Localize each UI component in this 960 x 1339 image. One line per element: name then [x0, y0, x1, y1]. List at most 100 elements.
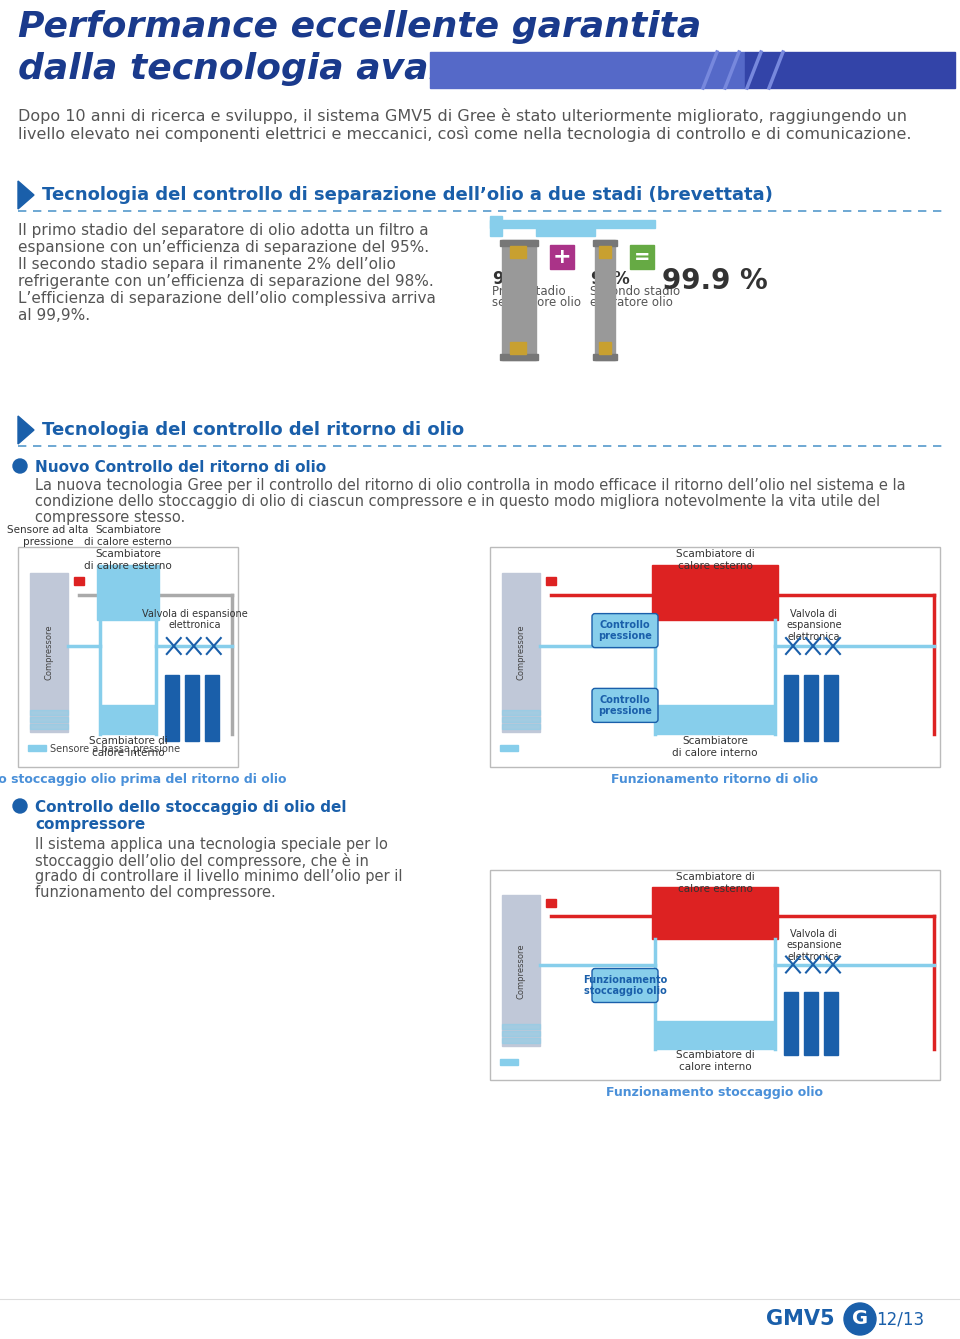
- Bar: [502, 896, 540, 1046]
- Text: +: +: [553, 246, 571, 266]
- Text: stoccaggio dell’olio del compressore, che è in: stoccaggio dell’olio del compressore, ch…: [35, 853, 369, 869]
- Bar: [0, 1299, 960, 1339]
- Text: compressore: compressore: [35, 817, 145, 832]
- Bar: [500, 240, 538, 246]
- Text: Nuovo Controllo del ritorno di olio: Nuovo Controllo del ritorno di olio: [35, 461, 326, 475]
- FancyBboxPatch shape: [592, 968, 658, 1003]
- Bar: [502, 240, 536, 360]
- Bar: [74, 577, 84, 585]
- Bar: [30, 573, 68, 732]
- Bar: [165, 675, 179, 740]
- Bar: [593, 353, 617, 360]
- Text: Tecnologia del controllo di separazione dell’olio a due stadi (brevettata): Tecnologia del controllo di separazione …: [42, 186, 773, 204]
- Text: Controllo dello stoccaggio di olio del: Controllo dello stoccaggio di olio del: [35, 799, 347, 815]
- Circle shape: [13, 459, 27, 473]
- Bar: [502, 716, 540, 722]
- Bar: [30, 716, 68, 722]
- Bar: [804, 992, 818, 1055]
- Text: G: G: [852, 1310, 868, 1328]
- Text: GMV5: GMV5: [766, 1310, 834, 1330]
- Text: Valvola di espansione
elettronica: Valvola di espansione elettronica: [142, 609, 248, 631]
- Text: funzionamento del compressore.: funzionamento del compressore.: [35, 885, 276, 900]
- Text: refrigerante con un’efficienza di separazione del 98%.: refrigerante con un’efficienza di separa…: [18, 274, 434, 289]
- Text: =: =: [634, 248, 650, 266]
- Text: 98%: 98%: [590, 270, 630, 288]
- Bar: [500, 353, 538, 360]
- Text: Primo stadio: Primo stadio: [492, 285, 565, 299]
- Bar: [502, 710, 540, 715]
- Bar: [30, 724, 68, 728]
- Text: Performance eccellente garantita: Performance eccellente garantita: [18, 9, 701, 44]
- Text: Scambiatore
di calore esterno: Scambiatore di calore esterno: [84, 525, 172, 546]
- Bar: [18, 548, 238, 767]
- Text: Scambiatore
di calore interno: Scambiatore di calore interno: [672, 736, 757, 758]
- Bar: [595, 240, 615, 360]
- Bar: [550, 245, 574, 269]
- Bar: [502, 724, 540, 728]
- Text: Funzionamento
stoccaggio olio: Funzionamento stoccaggio olio: [583, 975, 667, 996]
- Text: Il secondo stadio separa il rimanente 2% dell’olio: Il secondo stadio separa il rimanente 2%…: [18, 257, 396, 272]
- Text: Compressore: Compressore: [44, 625, 54, 680]
- Bar: [502, 1031, 540, 1036]
- Bar: [536, 228, 595, 236]
- Bar: [502, 573, 540, 732]
- Text: Stato stoccaggio olio prima del ritorno di olio: Stato stoccaggio olio prima del ritorno …: [0, 773, 287, 786]
- Bar: [490, 548, 940, 767]
- Text: Scambiatore
di calore esterno: Scambiatore di calore esterno: [84, 549, 172, 570]
- Bar: [804, 675, 818, 740]
- Text: L’efficienza di separazione dell’olio complessiva arriva: L’efficienza di separazione dell’olio co…: [18, 291, 436, 307]
- Text: espansione con un’efficienza di separazione del 95%.: espansione con un’efficienza di separazi…: [18, 240, 429, 254]
- Bar: [630, 245, 654, 269]
- Bar: [784, 675, 798, 740]
- Bar: [28, 744, 46, 751]
- Text: Sensore ad alta
pressione: Sensore ad alta pressione: [8, 525, 88, 546]
- Text: Funzionamento stoccaggio olio: Funzionamento stoccaggio olio: [607, 1086, 824, 1099]
- FancyBboxPatch shape: [592, 688, 658, 723]
- Text: Valvola di
espansione
elettronica: Valvola di espansione elettronica: [786, 929, 842, 961]
- Text: Compressore: Compressore: [516, 625, 525, 680]
- Text: grado di controllare il livello minimo dell’olio per il: grado di controllare il livello minimo d…: [35, 869, 402, 884]
- Bar: [490, 216, 502, 236]
- Text: separatore olio: separatore olio: [492, 296, 581, 309]
- Text: Tecnologia del controllo del ritorno di olio: Tecnologia del controllo del ritorno di …: [42, 420, 464, 439]
- Bar: [599, 246, 611, 258]
- Text: dalla tecnologia avanzata: dalla tecnologia avanzata: [18, 52, 541, 86]
- Text: condizione dello stoccaggio di olio di ciascun compressore e in questo modo migl: condizione dello stoccaggio di olio di c…: [35, 494, 880, 509]
- Text: Il sistema applica una tecnologia speciale per lo: Il sistema applica una tecnologia specia…: [35, 837, 388, 852]
- Bar: [500, 1059, 518, 1065]
- Bar: [655, 1022, 775, 1048]
- Text: 12/13: 12/13: [876, 1310, 924, 1328]
- Text: Controllo
pressione: Controllo pressione: [598, 695, 652, 716]
- Text: compressore stesso.: compressore stesso.: [35, 510, 185, 525]
- Text: livello elevato nei componenti elettrici e meccanici, così come nella tecnologia: livello elevato nei componenti elettrici…: [18, 126, 911, 142]
- Text: Il primo stadio del separatore di olio adotta un filtro a: Il primo stadio del separatore di olio a…: [18, 224, 428, 238]
- Bar: [502, 1039, 540, 1043]
- Bar: [652, 565, 778, 620]
- Bar: [784, 992, 798, 1055]
- Text: Scambiatore di
calore interno: Scambiatore di calore interno: [676, 1051, 755, 1073]
- Text: Compressore: Compressore: [516, 943, 525, 999]
- Bar: [100, 706, 156, 734]
- Text: 99.9 %: 99.9 %: [662, 266, 768, 295]
- Text: Secondo stadio: Secondo stadio: [590, 285, 680, 299]
- Bar: [502, 1024, 540, 1030]
- Bar: [204, 675, 219, 740]
- Bar: [546, 577, 556, 585]
- Bar: [430, 52, 745, 88]
- Polygon shape: [18, 181, 34, 209]
- Polygon shape: [18, 416, 34, 445]
- Text: 95%: 95%: [492, 270, 532, 288]
- Bar: [745, 52, 955, 88]
- Bar: [510, 246, 526, 258]
- Text: Sensore a bassa pressione: Sensore a bassa pressione: [50, 744, 180, 754]
- Bar: [30, 710, 68, 715]
- Bar: [500, 744, 518, 751]
- Text: Scambiatore di
calore interno: Scambiatore di calore interno: [88, 736, 167, 758]
- Text: La nuova tecnologia Gree per il controllo del ritorno di olio controlla in modo : La nuova tecnologia Gree per il controll…: [35, 478, 905, 493]
- Bar: [824, 992, 838, 1055]
- Bar: [490, 870, 940, 1081]
- Bar: [546, 900, 556, 908]
- Bar: [510, 341, 526, 353]
- Text: al 99,9%.: al 99,9%.: [18, 308, 90, 323]
- FancyBboxPatch shape: [592, 613, 658, 648]
